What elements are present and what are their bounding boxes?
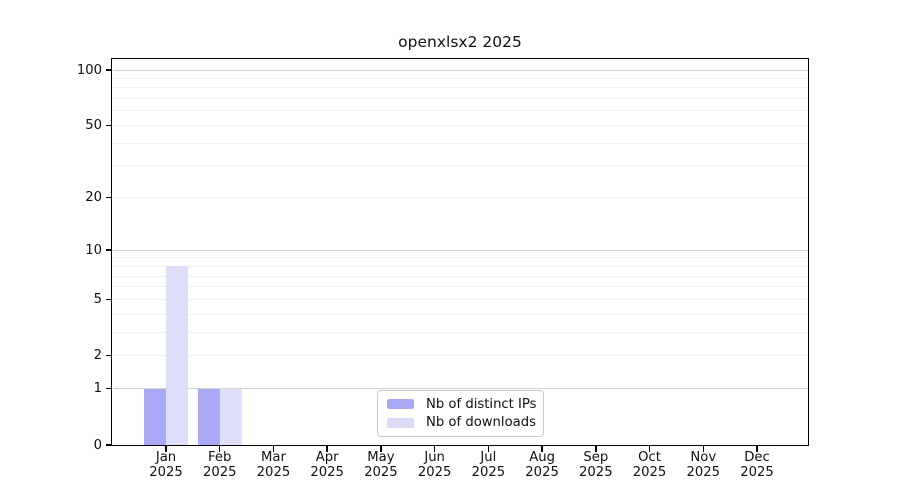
bar-downloads — [166, 266, 188, 445]
bar-distinct-ips — [144, 388, 166, 445]
x-tick — [541, 446, 543, 452]
y-gridline-major — [113, 388, 809, 390]
y-gridline-major — [113, 249, 809, 251]
y-tick — [106, 196, 112, 199]
x-tick-label: Jan 2025 — [134, 450, 198, 480]
x-tick-year: 2025 — [579, 464, 613, 480]
y-gridline-minor — [113, 275, 809, 277]
x-tick — [756, 446, 758, 452]
x-tick-year: 2025 — [740, 464, 774, 480]
legend-row: Nb of downloads — [387, 415, 536, 431]
y-tick — [106, 444, 112, 446]
y-gridline-minor — [113, 331, 809, 333]
y-gridline-minor — [113, 313, 809, 315]
x-tick-month: May — [367, 450, 395, 465]
x-tick-month: Dec — [744, 450, 770, 465]
y-gridline-minor — [113, 98, 809, 100]
legend-label: Nb of distinct IPs — [426, 396, 537, 412]
x-tick-year: 2025 — [632, 464, 667, 480]
y-tick-label: 100 — [76, 62, 102, 78]
bar-distinct-ips — [197, 388, 220, 445]
y-tick — [106, 298, 112, 301]
legend-row: Nb of distinct IPs — [387, 396, 537, 412]
legend-label: Nb of downloads — [426, 415, 536, 431]
x-tick-month: Jun — [424, 450, 445, 465]
x-tick-label: May 2025 — [349, 450, 413, 480]
x-tick-label: Sep 2025 — [564, 450, 628, 480]
y-gridline-minor — [113, 265, 809, 267]
x-tick — [165, 446, 167, 452]
y-tick-label: 2 — [93, 348, 102, 364]
legend: Nb of distinct IPs Nb of downloads — [377, 390, 544, 437]
y-tick — [106, 387, 112, 390]
y-gridline-minor — [113, 125, 809, 127]
y-gridline-minor — [113, 165, 809, 167]
x-tick-year: 2025 — [417, 464, 452, 480]
x-tick-month: Feb — [208, 450, 232, 465]
x-tick-year: 2025 — [525, 464, 559, 480]
legend-swatch — [387, 399, 414, 410]
y-tick — [106, 69, 112, 71]
y-gridline-minor — [113, 298, 809, 300]
x-tick-year: 2025 — [310, 464, 344, 480]
x-tick-month: Oct — [638, 450, 661, 465]
x-tick-label: Mar 2025 — [241, 450, 305, 480]
y-tick-label: 1 — [93, 381, 102, 397]
x-tick-label: Jul 2025 — [456, 450, 520, 480]
x-tick-label: Apr 2025 — [295, 450, 359, 480]
x-tick-year: 2025 — [364, 464, 398, 480]
x-tick-year: 2025 — [686, 464, 721, 480]
x-tick-month: Mar — [261, 450, 286, 465]
bar-downloads — [219, 388, 242, 445]
y-tick — [106, 124, 112, 127]
x-tick-month: Nov — [690, 450, 717, 465]
y-gridline-minor — [113, 355, 809, 357]
x-tick-year: 2025 — [202, 464, 237, 480]
x-tick-label: Feb 2025 — [188, 450, 252, 480]
x-tick — [702, 446, 704, 452]
x-tick — [487, 446, 490, 452]
x-tick — [648, 446, 651, 452]
x-tick-month: Sep — [583, 450, 609, 465]
y-gridline-minor — [113, 110, 809, 112]
x-tick-year: 2025 — [256, 464, 291, 480]
y-tick-label: 20 — [85, 190, 102, 206]
y-tick-label: 5 — [93, 291, 102, 307]
legend-swatch — [387, 417, 414, 428]
x-tick — [272, 446, 275, 452]
x-tick — [326, 446, 328, 452]
x-tick — [595, 446, 597, 452]
x-tick — [433, 446, 436, 452]
plot-area — [113, 60, 809, 445]
x-tick-year: 2025 — [149, 464, 183, 480]
y-gridline-minor — [113, 77, 809, 79]
x-tick-label: Aug 2025 — [510, 450, 574, 480]
y-tick — [106, 355, 112, 357]
y-tick-label: 0 — [93, 437, 102, 453]
x-tick-month: Jul — [480, 450, 497, 465]
y-gridline-minor — [113, 286, 809, 288]
y-gridline-minor — [113, 197, 809, 199]
x-tick — [380, 446, 382, 452]
y-tick-label: 50 — [85, 118, 102, 134]
x-tick-label: Dec 2025 — [725, 450, 789, 480]
y-gridline-minor — [113, 257, 809, 259]
x-tick-label: Nov 2025 — [671, 450, 735, 480]
x-tick-label: Jun 2025 — [403, 450, 467, 480]
x-tick-label: Oct 2025 — [618, 450, 682, 480]
y-gridline-major — [113, 69, 809, 71]
x-tick-year: 2025 — [471, 464, 506, 480]
x-tick-month: Apr — [315, 450, 339, 465]
y-tick-label: 10 — [85, 242, 102, 258]
x-tick-month: Aug — [529, 450, 555, 465]
x-tick — [219, 446, 221, 452]
x-tick-month: Jan — [155, 450, 177, 465]
y-tick — [106, 249, 112, 251]
y-gridline-minor — [113, 142, 809, 144]
y-gridline-minor — [113, 87, 809, 89]
chart-title: openxlsx2 2025 — [398, 33, 522, 51]
